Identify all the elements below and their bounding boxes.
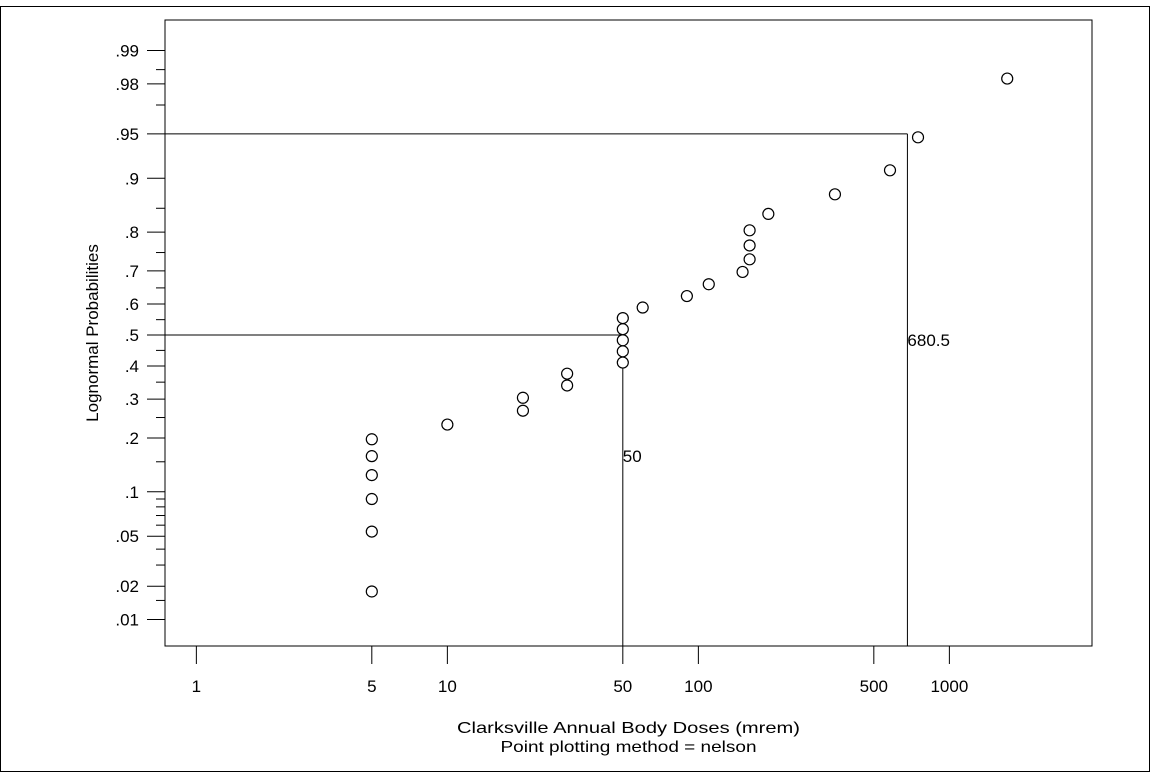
data-point — [365, 450, 378, 463]
data-point — [680, 289, 693, 303]
y-tick-label: .02 — [115, 577, 139, 596]
x-tick-label: 1000 — [930, 677, 968, 696]
data-point — [883, 164, 897, 177]
data-point — [516, 404, 530, 417]
data-point — [702, 278, 715, 291]
data-point — [736, 265, 749, 279]
figure-frame — [0, 6, 1150, 772]
y-tick-label: .2 — [125, 429, 139, 448]
y-tick-label: .05 — [115, 527, 139, 546]
y-tick-label: .5 — [125, 326, 139, 345]
data-point — [365, 525, 378, 538]
x-tick-label: 50 — [613, 677, 632, 696]
x-tick-label: 500 — [860, 677, 888, 696]
plot-area-border — [164, 19, 1093, 647]
data-point — [616, 334, 629, 347]
data-point — [365, 492, 378, 506]
reference-line-label: 50 — [623, 447, 642, 466]
y-tick-label: .1 — [125, 483, 139, 502]
data-point — [365, 469, 378, 482]
y-tick-label: .7 — [125, 262, 139, 281]
x-axis-title: Clarksville Annual Body Doses (mrem) — [457, 720, 800, 737]
y-tick-label: .01 — [115, 611, 139, 630]
y-tick-label: .8 — [125, 223, 139, 242]
y-tick-label: .9 — [125, 169, 139, 188]
y-axis-title: Lognormal Probabilities — [83, 244, 102, 422]
data-point — [828, 188, 842, 201]
data-point — [616, 312, 629, 325]
data-point — [743, 224, 756, 237]
data-point — [636, 301, 649, 314]
data-point — [561, 379, 574, 392]
y-tick-label: .95 — [115, 125, 139, 144]
data-point — [911, 131, 925, 144]
y-tick-label: .99 — [115, 42, 139, 61]
data-point — [616, 323, 629, 336]
x-tick-label: 1 — [192, 677, 201, 696]
x-tick-label: 10 — [438, 677, 457, 696]
x-tick-label: 5 — [367, 677, 376, 696]
reference-line-label: 680.5 — [907, 331, 950, 350]
data-point — [743, 253, 756, 266]
x-tick-label: 100 — [684, 677, 712, 696]
y-tick-label: .6 — [125, 295, 139, 314]
y-tick-label: .3 — [125, 390, 139, 409]
data-point — [365, 433, 378, 446]
data-point — [365, 585, 378, 598]
plot-subtitle: Point plotting method = nelson — [501, 739, 757, 756]
data-point — [1001, 72, 1014, 85]
data-point — [616, 356, 629, 369]
data-point — [616, 345, 629, 358]
y-tick-label: .4 — [125, 357, 139, 376]
y-tick-label: .98 — [115, 75, 139, 94]
data-point — [762, 207, 775, 221]
data-point — [516, 391, 530, 404]
data-point — [561, 367, 574, 380]
data-point — [743, 239, 756, 252]
data-point — [441, 418, 454, 431]
